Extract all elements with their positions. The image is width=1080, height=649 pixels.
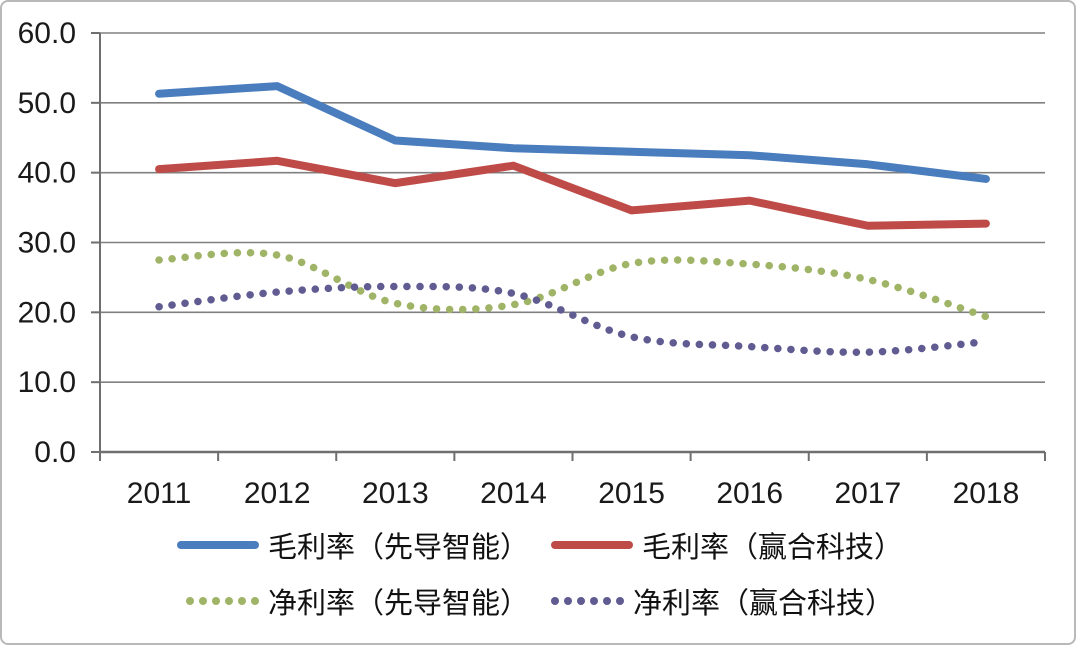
legend-item-gross-margin-yinghe: 毛利率（赢合科技） [551,524,903,566]
y-axis-tick-label: 30.0 [18,227,76,260]
y-axis-tick-label: 10.0 [18,366,76,399]
x-axis-tick-label: 2015 [598,477,665,510]
y-axis-tick-label: 50.0 [18,87,76,120]
y-axis-tick-label: 0.0 [34,436,76,469]
legend-item-net-margin-lead: 净利率（先导智能） [185,580,529,622]
legend-item-net-margin-yinghe: 净利率（赢合科技） [551,580,894,622]
legend-row-2: 净利率（先导智能） 净利率（赢合科技） [185,580,894,622]
legend-row-1: 毛利率（先导智能） 毛利率（赢合科技） [176,524,903,566]
chart-legend: 毛利率（先导智能） 毛利率（赢合科技） 净利率（先导智能） 净利率（赢合科技） [0,524,1080,622]
solid-line-sample-icon [551,541,633,549]
legend-label: 毛利率（赢合科技） [642,532,904,564]
series-gross-margin-yinghe [155,156,990,230]
dotted-line-sample-icon [185,597,259,605]
legend-label: 毛利率（先导智能） [267,532,529,564]
legend-label: 净利率（赢合科技） [633,588,895,620]
x-axis-tick-label: 2013 [362,477,429,510]
solid-line-sample-icon [176,541,259,549]
x-axis-tick-label: 2018 [953,477,1020,510]
legend-label: 净利率（先导智能） [267,588,529,620]
x-axis-tick-label: 2016 [716,477,783,510]
x-axis-tick-label: 2017 [834,477,901,510]
y-axis-tick-label: 60.0 [18,17,76,50]
x-axis-tick-label: 2011 [127,477,192,510]
series-net-margin-lead [155,248,990,321]
y-axis-tick-label: 20.0 [18,296,76,329]
series-net-margin-yinghe [155,282,990,356]
x-axis-tick-label: 2012 [244,477,311,510]
dotted-line-sample-icon [551,597,624,605]
series-gross-margin-lead [155,82,990,183]
x-axis-tick-label: 2014 [480,477,547,510]
y-axis-tick-label: 40.0 [18,157,76,190]
legend-item-gross-margin-lead: 毛利率（先导智能） [176,524,529,566]
